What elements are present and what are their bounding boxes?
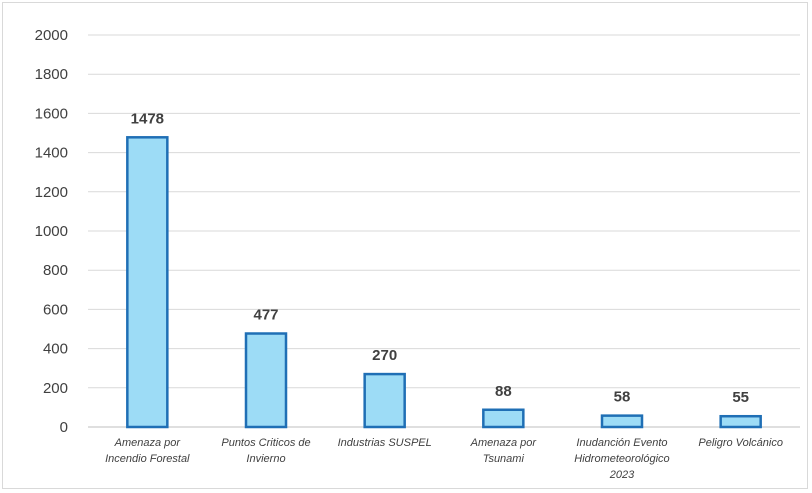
y-tick-label: 1600 — [35, 105, 68, 122]
y-tick-label: 1400 — [35, 145, 68, 162]
bar — [600, 414, 644, 429]
y-tick-label: 800 — [43, 262, 68, 279]
data-label: 270 — [372, 347, 397, 364]
x-category-label: Amenaza por — [470, 437, 538, 449]
x-category-label: Incendio Forestal — [105, 453, 190, 465]
bar — [719, 414, 762, 429]
y-axis-ticks: 0 200 400 600 800 1000 1200 1400 1600 1800 2000 — [35, 27, 68, 436]
y-tick-label: 400 — [43, 341, 68, 358]
x-category-label: Inudanción Evento — [576, 437, 667, 449]
bar — [363, 372, 406, 429]
y-tick-label: 1200 — [35, 184, 68, 201]
x-category-label: Invierno — [246, 453, 285, 465]
y-tick-label: 600 — [43, 301, 68, 318]
x-axis-categories: Amenaza por Incendio Forestal Puntos Criti… — [105, 437, 783, 481]
bar — [126, 136, 169, 429]
y-tick-label: 1000 — [35, 223, 68, 240]
x-category-label: Amenaza por — [114, 437, 182, 449]
data-label: 1478 — [131, 110, 164, 127]
data-label: 88 — [495, 383, 512, 400]
x-category-label: Tsunami — [483, 453, 525, 465]
data-labels: 1478 477 270 88 58 55 — [131, 110, 749, 406]
y-tick-label: 200 — [43, 380, 68, 397]
y-tick-label: 2000 — [35, 27, 68, 44]
bar — [244, 332, 288, 429]
x-category-label: Hidrometeorológico — [574, 453, 669, 465]
gridlines — [88, 34, 800, 428]
x-category-label: 2023 — [609, 469, 635, 481]
y-tick-label: 0 — [60, 419, 68, 436]
y-tick-label: 1800 — [35, 66, 68, 83]
x-category-label: Industrias SUSPEL — [338, 437, 432, 449]
data-label: 55 — [732, 389, 749, 406]
data-label: 58 — [614, 389, 631, 406]
x-category-label: Puntos Criticos de — [221, 437, 310, 449]
x-category-label: Peligro Volcánico — [698, 437, 783, 449]
data-label: 477 — [253, 307, 278, 324]
bars — [126, 136, 762, 429]
bar — [482, 408, 525, 429]
